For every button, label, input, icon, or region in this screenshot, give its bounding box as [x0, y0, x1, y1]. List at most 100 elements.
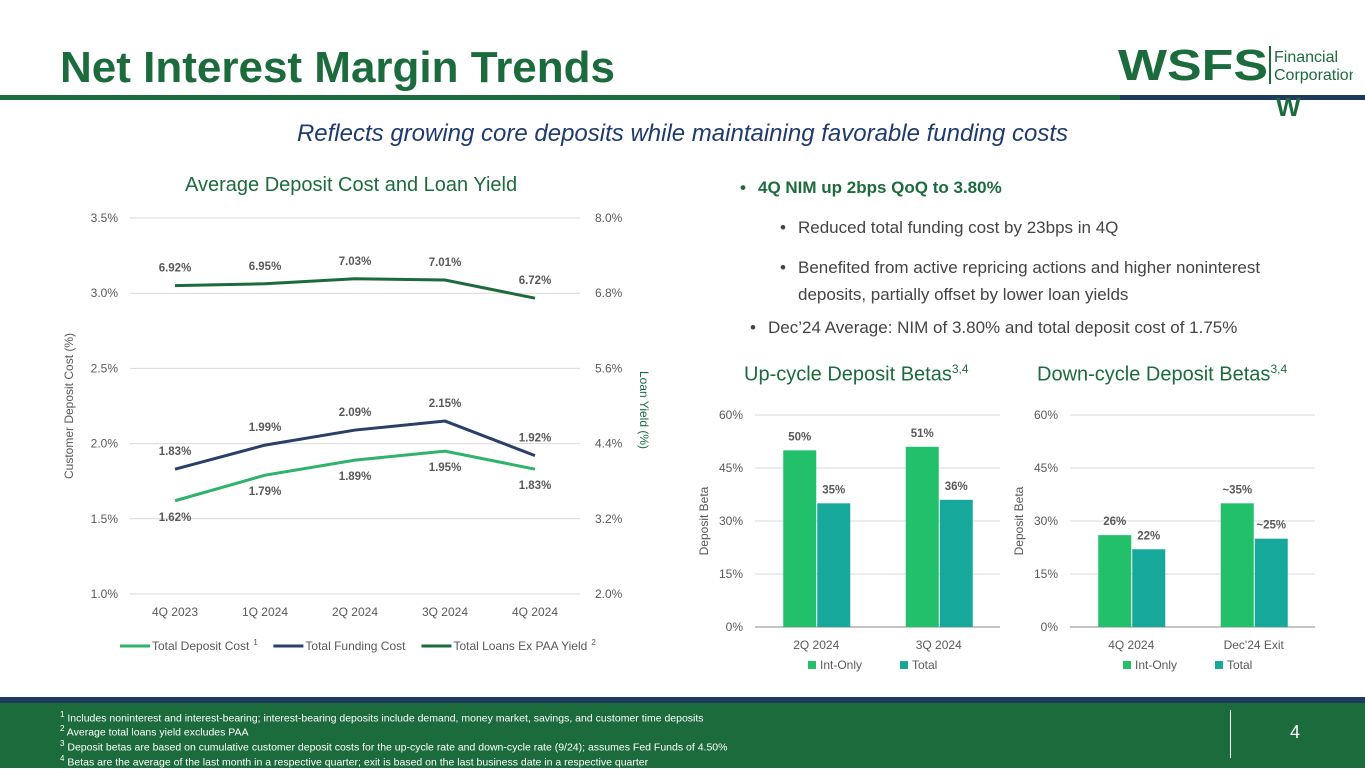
legend-footnote-ref: 2	[591, 638, 596, 647]
y-tick-label: 15%	[719, 567, 743, 581]
page-title: Net Interest Margin Trends	[60, 43, 616, 92]
data-label: 1.92%	[519, 433, 552, 445]
data-label: 1.83%	[159, 446, 192, 458]
legend-label: Int-Only	[1135, 658, 1177, 672]
bar-total	[1254, 538, 1288, 627]
legend-label: Total Loans Ex PAA Yield	[453, 639, 587, 653]
y-tick-label: 0%	[726, 620, 744, 634]
data-label: ~25%	[1256, 520, 1286, 532]
title-underline-accent	[1120, 95, 1365, 100]
y2-tick-label: 2.0%	[595, 587, 623, 601]
bar-int-only	[1220, 503, 1254, 627]
footnote-4: 4 Betas are the average of the last mont…	[60, 754, 649, 769]
bullet-repricing: • Benefited from active repricing actions…	[780, 258, 1261, 304]
y-tick-label: 30%	[1034, 514, 1058, 528]
data-label: 6.95%	[249, 261, 282, 273]
line-chart-title: Average Deposit Cost and Loan Yield	[185, 174, 518, 196]
bar-total	[1132, 549, 1166, 627]
footnote-2: 2 Average total loans yield excludes PAA	[60, 724, 249, 739]
bullet-nim: • 4Q NIM up 2bps QoQ to 3.80%	[740, 178, 1002, 197]
deposit-cost-loan-yield-chart: 1.0% 1.5% 2.0% 2.5% 3.0% 3.5% 2.0% 3.2% 4.4% 5.6%…	[62, 211, 651, 653]
data-label: 22%	[1137, 530, 1160, 542]
data-label: 26%	[1103, 516, 1126, 528]
footnote-1: 1 Includes noninterest and interest-bear…	[60, 710, 704, 725]
legend-label: Int-Only	[820, 658, 862, 672]
x-tick-label: 2Q 2024	[793, 638, 839, 652]
series-line-total-deposit-cost	[174, 449, 536, 503]
y2-tick-label: 4.4%	[595, 437, 623, 451]
legend-footnote-ref: 1	[253, 638, 258, 647]
legend-swatch	[808, 661, 816, 669]
series-line-total-funding-cost	[174, 419, 536, 471]
y2-tick-label: 8.0%	[595, 211, 623, 225]
bar-int-only	[905, 446, 939, 627]
x-tick-label: 3Q 2024	[916, 638, 962, 652]
y2-tick-label: 6.8%	[595, 286, 623, 300]
legend-label: Total	[1227, 658, 1252, 672]
bar-total	[939, 499, 973, 627]
legend-swatch	[1123, 661, 1131, 669]
x-tick-label: 2Q 2024	[332, 605, 378, 619]
y2-tick-label: 5.6%	[595, 361, 623, 375]
y-tick-label: 45%	[719, 461, 743, 475]
y-axis-title: Customer Deposit Cost (%)	[62, 333, 76, 479]
page-number: 4	[1290, 722, 1301, 742]
data-label: 2.15%	[429, 398, 462, 410]
downcycle-betas-chart: 0% 15% 30% 45% 60% Deposit Beta 26% 22% 4Q 2024 ~…	[1012, 408, 1315, 672]
data-label: 50%	[788, 431, 811, 443]
y-axis-title: Deposit Beta	[1012, 486, 1026, 555]
y-tick-label: 0%	[1041, 620, 1059, 634]
footnote-3: 3 Deposit betas are based on cumulative …	[60, 739, 728, 754]
y-tick-label: 2.0%	[91, 437, 119, 451]
data-label: 1.79%	[249, 486, 282, 498]
data-label: 1.99%	[249, 422, 282, 434]
y-axis-title: Deposit Beta	[697, 486, 711, 555]
data-label: 36%	[945, 481, 968, 493]
y-tick-label: 60%	[1034, 408, 1058, 422]
y-tick-label: 1.5%	[91, 512, 119, 526]
y-tick-label: 15%	[1034, 567, 1058, 581]
data-label: 6.72%	[519, 275, 552, 287]
x-tick-label: Dec'24 Exit	[1224, 638, 1285, 652]
data-label: 2.09%	[339, 407, 372, 419]
x-tick-label: 3Q 2024	[422, 605, 468, 619]
bar-int-only	[1098, 535, 1132, 627]
y-tick-label: 3.5%	[91, 211, 119, 225]
logo-line2: Corporation	[1274, 67, 1353, 84]
bullet-funding-cost: • Reduced total funding cost by 23bps in …	[780, 218, 1119, 237]
bar-total	[817, 503, 851, 627]
bullet-dec-average: • Dec’24 Average: NIM of 3.80% and total …	[750, 318, 1238, 337]
y2-tick-label: 3.2%	[595, 512, 623, 526]
upcycle-chart-title: Up-cycle Deposit Betas3,4	[744, 362, 969, 386]
data-label: 1.95%	[429, 462, 462, 474]
series-line-total-loans-ex-paa-yield	[174, 277, 536, 300]
legend-swatch	[1215, 661, 1223, 669]
wsfs-logo: WSFS Financial Corporation W	[1118, 41, 1353, 120]
x-tick-label: 1Q 2024	[242, 605, 288, 619]
data-label: 51%	[911, 428, 934, 440]
page-number-divider	[1230, 710, 1231, 758]
legend-label: Total Funding Cost	[305, 639, 406, 653]
footer-accent	[0, 697, 1365, 703]
legend-swatch	[900, 661, 908, 669]
data-label: 7.03%	[339, 256, 372, 268]
data-label: 1.83%	[519, 480, 552, 492]
bar-int-only	[783, 450, 817, 627]
x-tick-label: 4Q 2024	[512, 605, 558, 619]
title-underline	[0, 95, 1365, 100]
page-subtitle: Reflects growing core deposits while mai…	[296, 120, 1069, 147]
y-tick-label: 2.5%	[91, 361, 119, 375]
logo-line1: Financial	[1274, 49, 1338, 66]
downcycle-chart-title: Down-cycle Deposit Betas3,4	[1037, 362, 1288, 386]
legend-label: Total	[912, 658, 937, 672]
data-label: 6.92%	[159, 263, 192, 275]
data-label: 1.89%	[339, 471, 372, 483]
data-label: ~35%	[1222, 484, 1252, 496]
x-tick-label: 4Q 2023	[152, 605, 198, 619]
legend-label: Total Deposit Cost	[152, 639, 250, 653]
x-tick-label: 4Q 2024	[1108, 638, 1154, 652]
footer	[0, 697, 1365, 768]
y-tick-label: 45%	[1034, 461, 1058, 475]
upcycle-betas-chart: 0% 15% 30% 45% 60% Deposit Beta 50% 35% 2Q 2024 5…	[697, 408, 1000, 672]
logo-mark: W	[1276, 92, 1301, 120]
